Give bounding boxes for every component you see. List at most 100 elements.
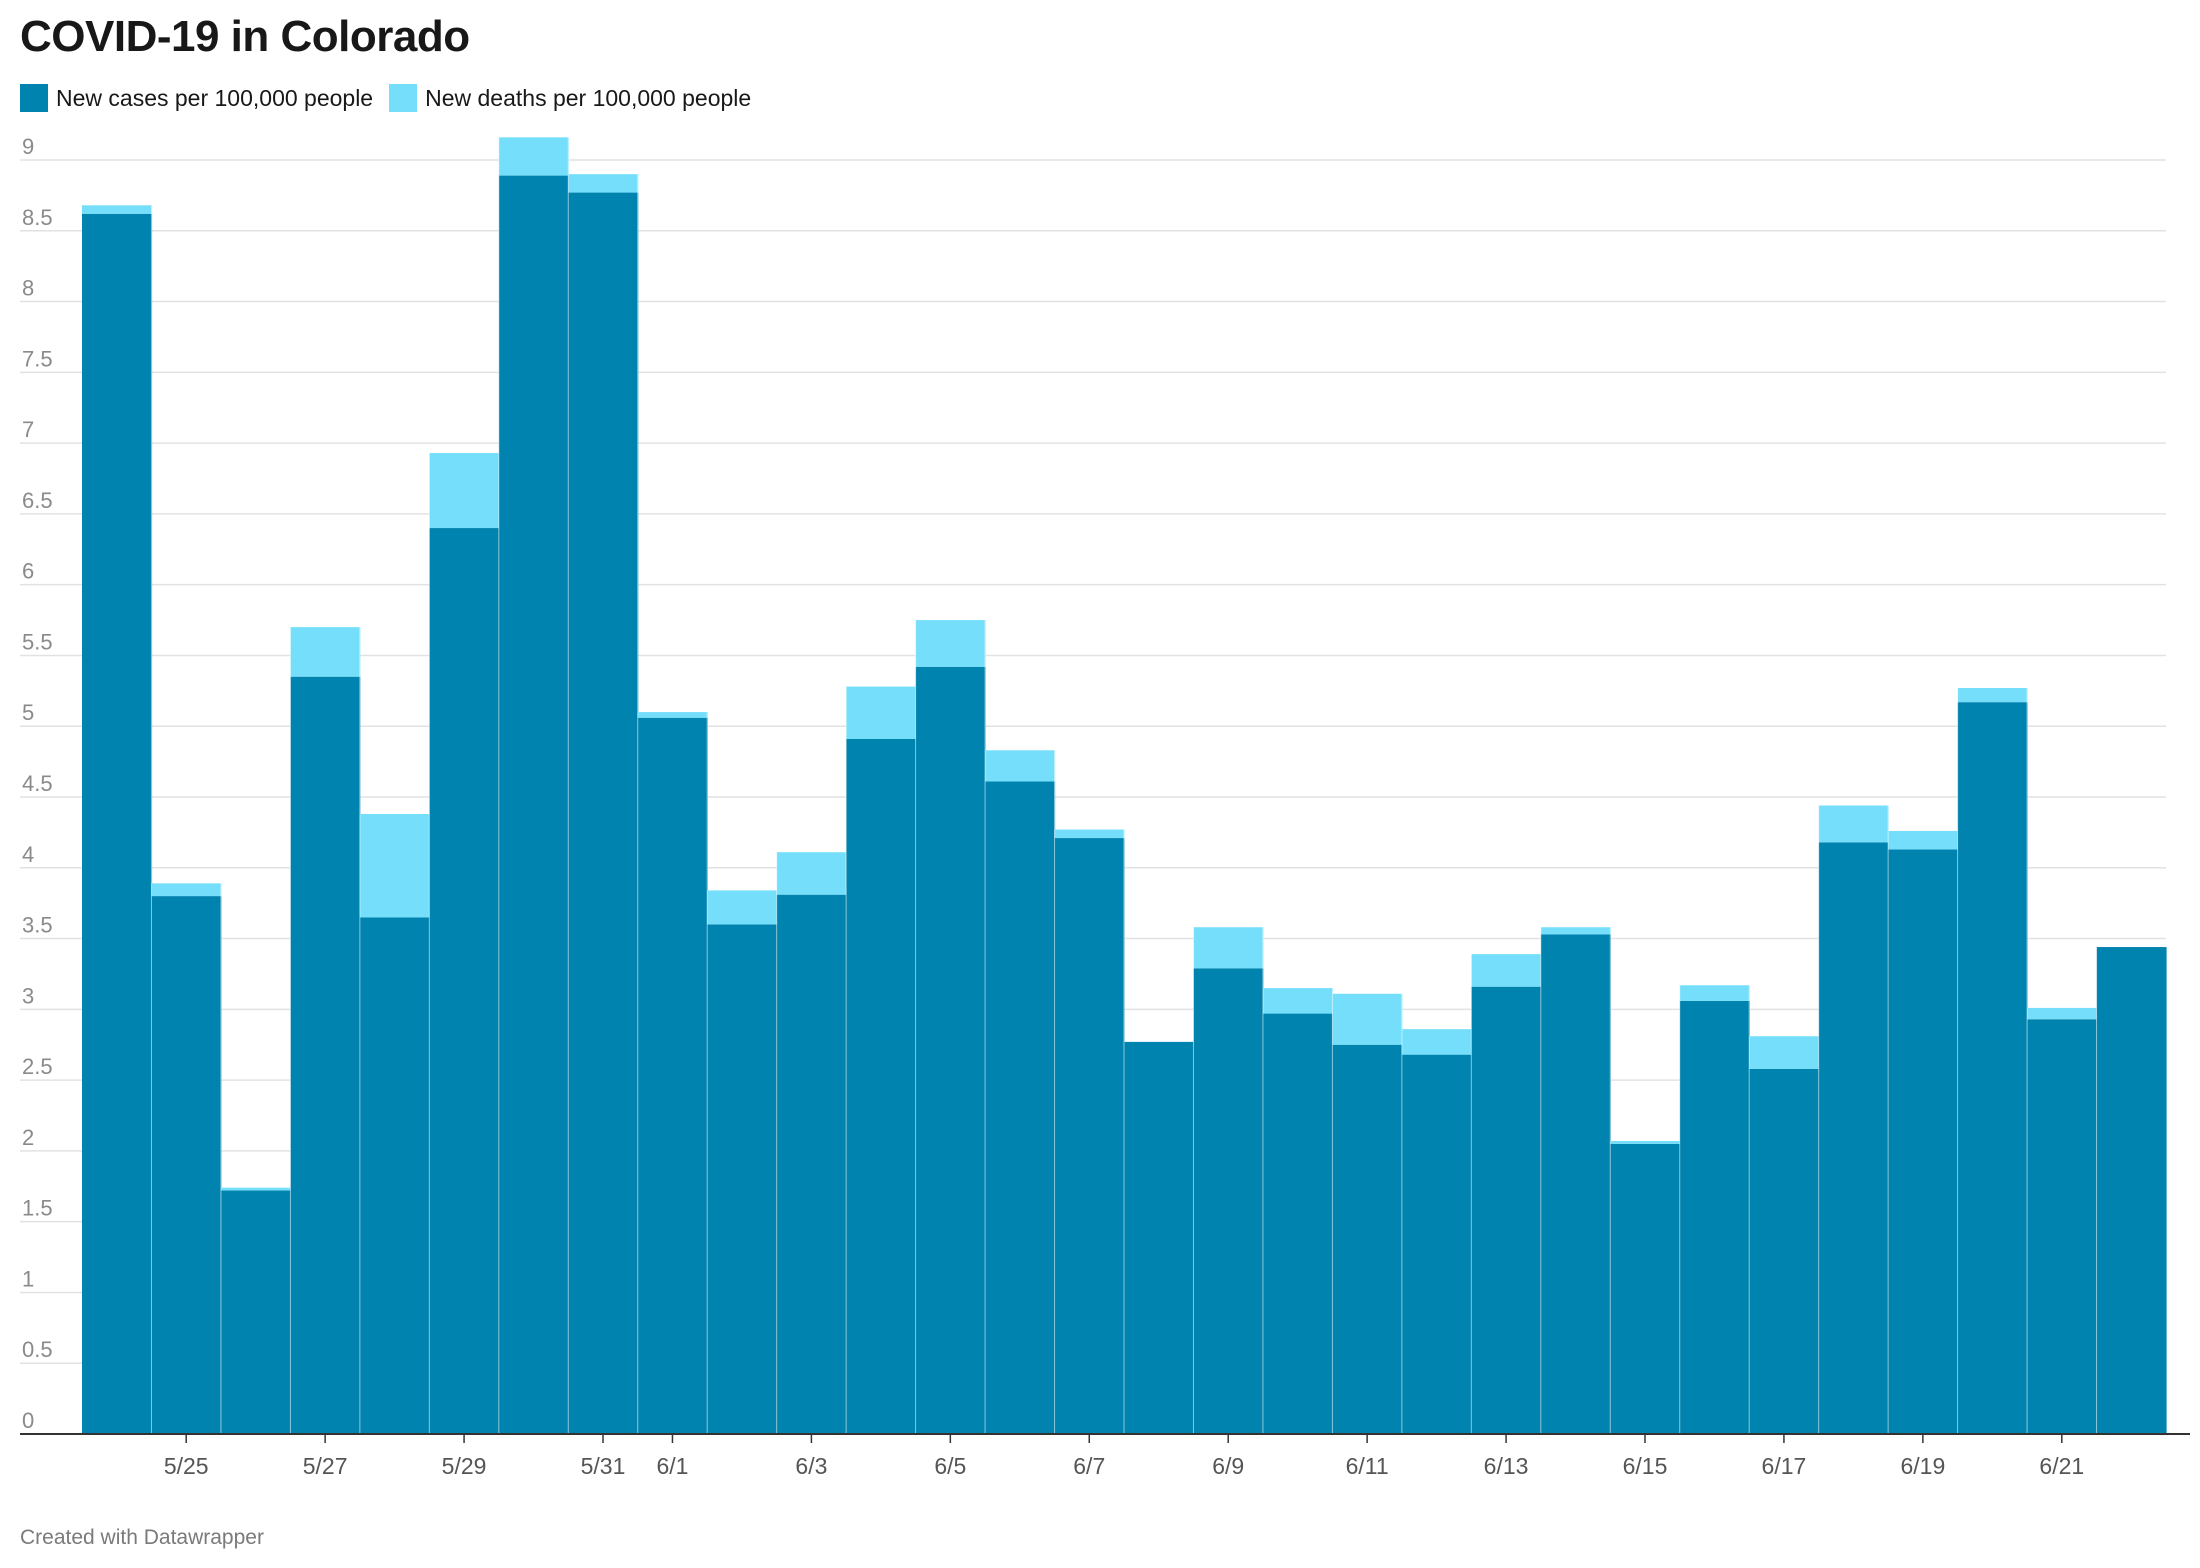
- deaths-bar: [290, 627, 361, 677]
- x-tick-label: 6/13: [1484, 1453, 1529, 1479]
- cases-bar: [290, 676, 361, 1434]
- y-tick-label: 7: [22, 417, 34, 442]
- y-tick-label: 0.5: [22, 1337, 53, 1362]
- legend-item-deaths: New deaths per 100,000 people: [389, 84, 751, 112]
- y-tick-label: 4: [22, 842, 34, 867]
- x-tick-label: 6/15: [1623, 1453, 1668, 1479]
- deaths-bar: [2027, 1007, 2098, 1020]
- cases-bar: [359, 917, 430, 1434]
- legend-label-cases: New cases per 100,000 people: [56, 84, 374, 111]
- x-tick-label: 6/7: [1073, 1453, 1105, 1479]
- y-tick-label: 6: [22, 559, 34, 584]
- deaths-bar: [82, 205, 153, 214]
- x-tick-label: 6/3: [795, 1453, 827, 1479]
- y-tick-label: 1: [22, 1266, 34, 1291]
- y-tick-label: 1.5: [22, 1196, 53, 1221]
- x-tick-label: 6/19: [1900, 1453, 1945, 1479]
- x-tick-label: 5/25: [164, 1453, 209, 1479]
- cases-bar: [707, 924, 778, 1434]
- cases-bar: [776, 894, 847, 1434]
- deaths-bar: [1540, 927, 1611, 935]
- deaths-bar: [359, 813, 430, 918]
- deaths-bar: [637, 712, 708, 718]
- deaths-bar: [498, 137, 569, 176]
- x-tick-label: 6/21: [2039, 1453, 2084, 1479]
- x-tick-label: 5/27: [303, 1453, 348, 1479]
- deaths-bar: [1818, 805, 1889, 843]
- deaths-bar: [776, 852, 847, 895]
- deaths-bar: [707, 890, 778, 925]
- y-tick-label: 3: [22, 983, 34, 1008]
- y-tick-label: 7.5: [22, 346, 53, 371]
- y-tick-label: 5: [22, 700, 34, 725]
- y-tick-label: 9: [22, 134, 34, 159]
- deaths-bar: [220, 1187, 291, 1191]
- deaths-bar: [1888, 830, 1959, 850]
- chart-title: COVID-19 in Colorado: [20, 12, 470, 61]
- deaths-bar: [1610, 1140, 1681, 1144]
- cases-bar: [915, 666, 986, 1434]
- deaths-bar: [1332, 993, 1403, 1045]
- y-tick-label: 0: [22, 1408, 34, 1433]
- cases-bar: [1193, 968, 1264, 1434]
- deaths-bar: [1471, 954, 1542, 987]
- cases-bar: [1262, 1013, 1333, 1434]
- legend: New cases per 100,000 people New deaths …: [20, 84, 767, 112]
- x-tick-label: 6/1: [656, 1453, 688, 1479]
- cases-bar: [1471, 986, 1542, 1434]
- x-tick-label: 5/29: [442, 1453, 487, 1479]
- deaths-bar: [1957, 688, 2028, 703]
- deaths-bar: [429, 453, 500, 529]
- cases-bar: [846, 738, 917, 1434]
- legend-swatch-cases: [20, 84, 48, 112]
- cases-bar: [82, 213, 153, 1434]
- cases-bar: [1679, 1000, 1750, 1434]
- deaths-bar: [1054, 829, 1125, 839]
- cases-bar: [2096, 947, 2167, 1434]
- cases-bar: [568, 192, 639, 1435]
- y-tick-label: 3.5: [22, 913, 53, 938]
- cases-bar: [1957, 702, 2028, 1434]
- deaths-bar: [568, 174, 639, 193]
- y-tick-label: 4.5: [22, 771, 53, 796]
- cases-bar: [429, 528, 500, 1434]
- y-tick-label: 6.5: [22, 488, 53, 513]
- x-tick-label: 6/9: [1212, 1453, 1244, 1479]
- cases-bar: [1401, 1054, 1472, 1434]
- cases-bar: [985, 781, 1056, 1434]
- legend-item-cases: New cases per 100,000 people: [20, 84, 373, 112]
- cases-bar: [1540, 934, 1611, 1434]
- deaths-bar: [1262, 988, 1333, 1014]
- cases-bar: [1888, 849, 1959, 1434]
- y-tick-label: 8: [22, 276, 34, 301]
- cases-bar: [151, 896, 222, 1434]
- x-tick-label: 6/11: [1346, 1453, 1389, 1479]
- cases-bar: [2027, 1019, 2098, 1434]
- legend-label-deaths: New deaths per 100,000 people: [425, 84, 752, 111]
- cases-bar: [220, 1190, 291, 1434]
- y-tick-label: 2: [22, 1125, 34, 1150]
- deaths-bar: [846, 686, 917, 739]
- credit-text: Created with Datawrapper: [20, 1526, 264, 1549]
- deaths-bar: [1679, 985, 1750, 1001]
- cases-bar: [498, 175, 569, 1435]
- x-tick-label: 6/5: [934, 1453, 966, 1479]
- cases-bar: [637, 717, 708, 1434]
- y-tick-label: 5.5: [22, 629, 53, 654]
- x-tick-label: 5/31: [581, 1453, 626, 1479]
- cases-bar: [1818, 842, 1889, 1434]
- deaths-bar: [1749, 1036, 1820, 1069]
- deaths-bar: [1193, 927, 1264, 969]
- axes-layer: 0 0.5 1 1.5 2 2.5 3 3.5 4 4.5 5 5.5 6 6.5 7 7.5 8 8.5 9 5/2…: [20, 134, 2190, 1479]
- legend-swatch-deaths: [389, 84, 418, 112]
- cases-bar: [1332, 1044, 1403, 1434]
- cases-bar: [1610, 1143, 1681, 1434]
- y-tick-label: 2.5: [22, 1054, 53, 1079]
- deaths-bar: [151, 883, 222, 897]
- bars-layer: [82, 137, 2167, 1435]
- deaths-bar: [1401, 1029, 1472, 1055]
- x-tick-label: 6/17: [1762, 1453, 1807, 1479]
- y-tick-label: 8.5: [22, 205, 53, 230]
- deaths-bar: [915, 620, 986, 667]
